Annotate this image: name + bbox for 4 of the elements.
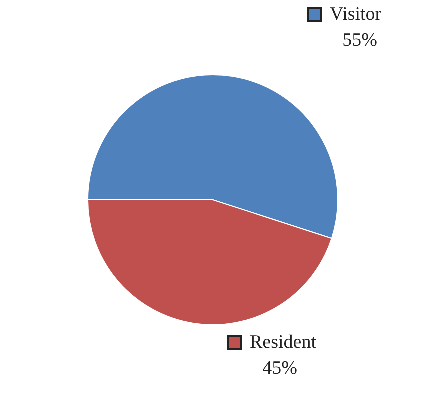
- data-label: 55%: [342, 30, 378, 51]
- legend-label: Resident: [250, 332, 318, 353]
- legend-label: Visitor: [330, 4, 382, 25]
- data-label: 45%: [262, 358, 298, 379]
